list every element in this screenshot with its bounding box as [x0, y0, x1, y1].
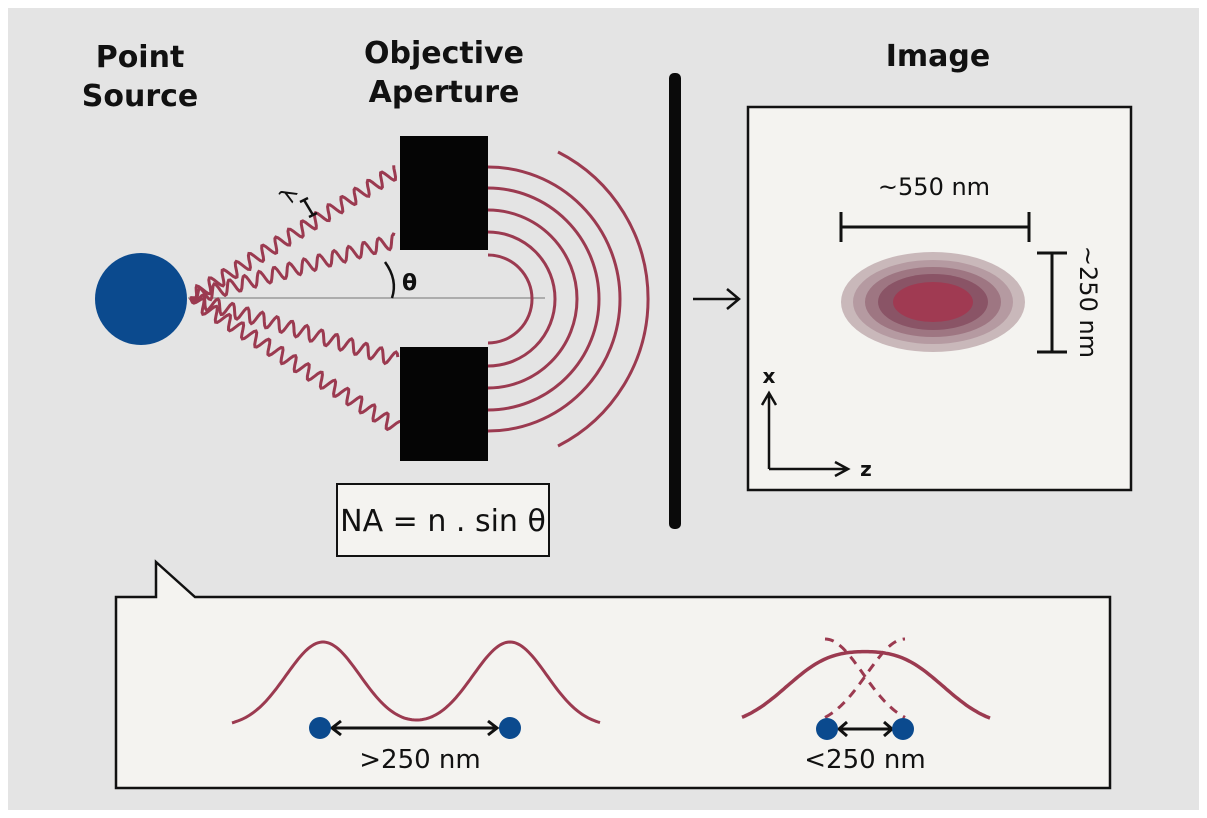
- height-scale-bar: [1037, 251, 1067, 354]
- aperture-title-line2: Aperture: [369, 75, 520, 110]
- lambda-label: λ: [275, 184, 303, 207]
- aperture-block-bottom: [400, 347, 488, 461]
- wavelength-bracket: [302, 199, 315, 216]
- wavy-ray-2: [189, 232, 396, 302]
- arrow-to-image: [693, 288, 741, 310]
- point-source-title-line2: Source: [82, 79, 199, 114]
- resolved-point-left: [309, 717, 331, 739]
- light-waves: [188, 165, 402, 432]
- wavefront-arc-5: [487, 165, 622, 433]
- psf-core: [893, 282, 973, 322]
- wavy-ray-1: [189, 165, 398, 300]
- wavefront-arc-6: [557, 150, 650, 448]
- resolved-label: >250 nm: [359, 745, 480, 775]
- resolved-distance-arrow: [329, 719, 500, 737]
- wavefront-arcs: [487, 150, 650, 448]
- wavefront-arc-2: [487, 230, 557, 368]
- height-label: ~250 nm: [1074, 246, 1102, 358]
- unresolved-curve-left: [824, 637, 906, 719]
- wavy-ray-4: [188, 296, 402, 432]
- unresolved-envelope: [741, 649, 991, 720]
- theta-label: θ: [402, 271, 417, 296]
- wavy-ray-3: [189, 292, 400, 366]
- wavefront-arc-4: [487, 186, 601, 412]
- image-title: Image: [886, 39, 991, 74]
- wavelength-bracket-ends: [299, 196, 318, 219]
- formula-box: [336, 483, 550, 557]
- callout-panel: [114, 559, 1112, 790]
- aperture-block-top: [400, 136, 488, 250]
- unresolved-point-left: [816, 718, 838, 740]
- wavefront-arc-1: [487, 253, 534, 345]
- resolved-point-right: [499, 717, 521, 739]
- point-source-dot: [95, 253, 187, 345]
- aperture-title-line1: Objective: [364, 36, 524, 71]
- theta-arc: [383, 261, 396, 299]
- psf-spot: [841, 252, 1025, 352]
- width-label: ~550 nm: [878, 173, 990, 201]
- axis-x-label: x: [763, 364, 776, 388]
- axes-arrows: [760, 390, 851, 478]
- point-source-title-line1: Point: [96, 40, 185, 75]
- unresolved-curve-right: [824, 637, 906, 719]
- wavefront-arc-3: [487, 208, 579, 390]
- width-scale-bar: [839, 212, 1031, 242]
- separator-bar: [669, 73, 681, 529]
- na-formula: NA = n . sin θ: [340, 504, 546, 539]
- unresolved-label: <250 nm: [804, 745, 925, 775]
- axis-z-label: z: [860, 457, 872, 481]
- unresolved-point-right: [892, 718, 914, 740]
- resolved-curve: [231, 640, 601, 725]
